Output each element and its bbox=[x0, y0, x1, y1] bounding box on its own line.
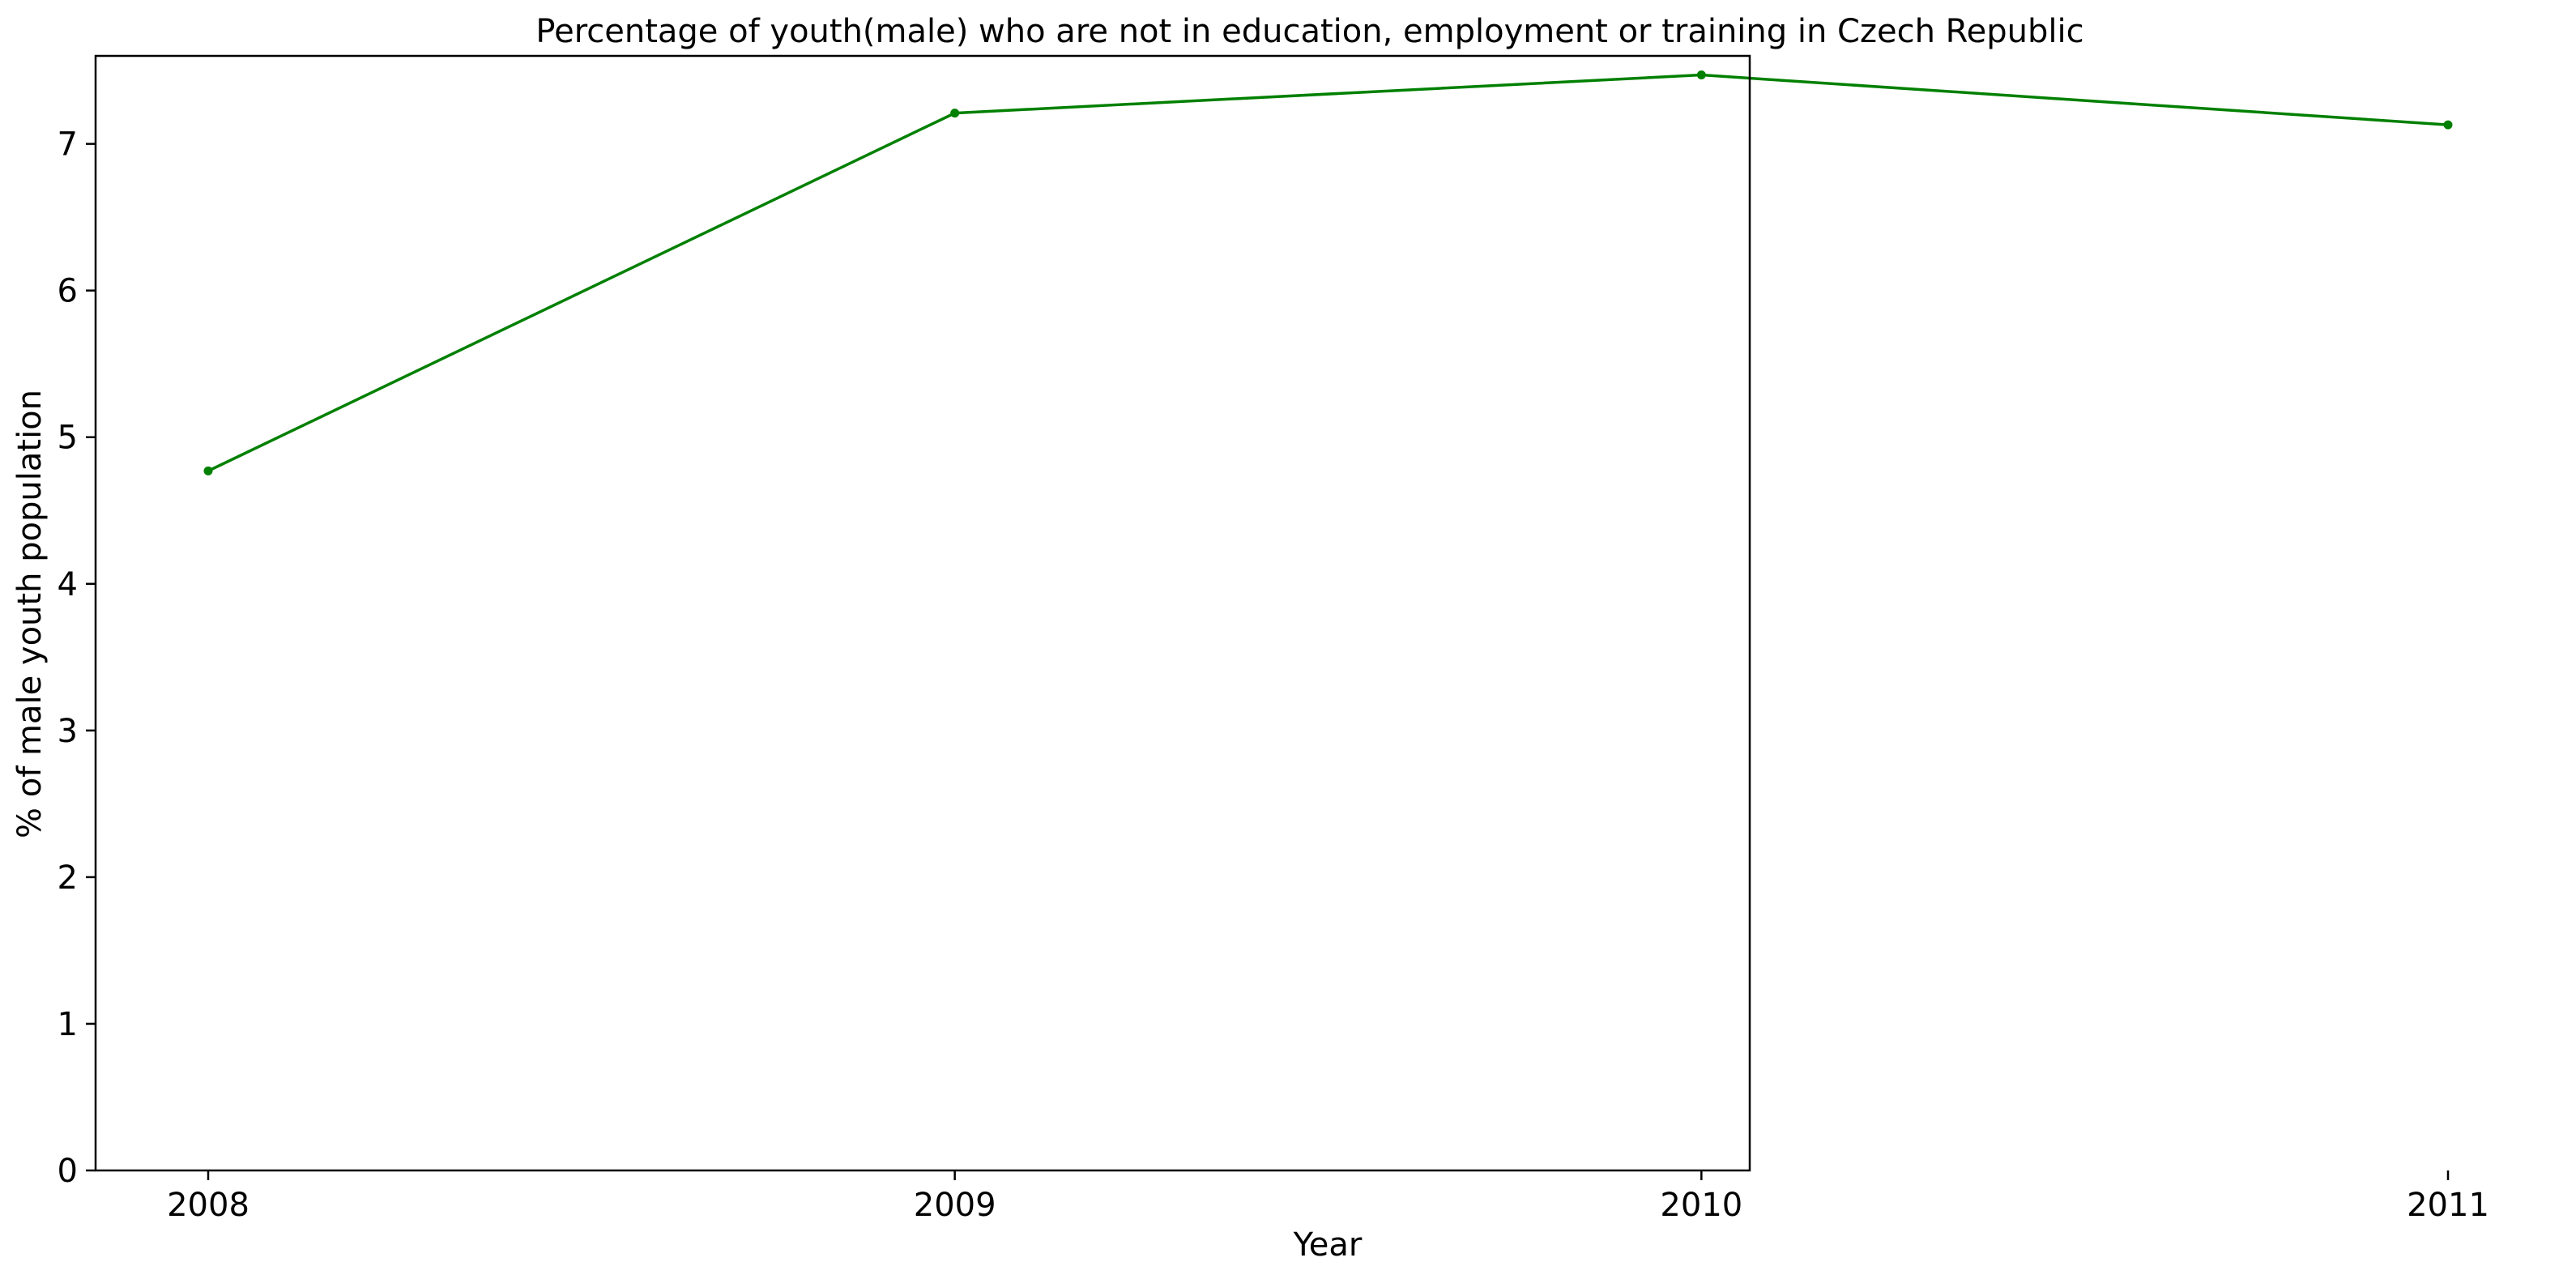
y-axis-label: % of male youth population bbox=[11, 390, 49, 838]
y-tick-label: 2 bbox=[58, 859, 78, 897]
y-tick-label: 7 bbox=[58, 126, 78, 164]
x-tick-label: 2009 bbox=[914, 1187, 996, 1224]
y-tick-label: 6 bbox=[58, 273, 78, 310]
data-point bbox=[203, 466, 213, 475]
y-tick-label: 4 bbox=[58, 566, 78, 603]
x-tick-label: 2011 bbox=[2407, 1187, 2489, 1224]
data-point bbox=[2443, 120, 2453, 130]
data-point bbox=[950, 109, 960, 118]
y-tick-label: 0 bbox=[58, 1153, 78, 1190]
series-line bbox=[207, 73, 2449, 472]
plot-frame bbox=[94, 54, 1751, 1172]
chart-title: Percentage of youth(male) who are not in… bbox=[535, 13, 2083, 50]
y-tick-label: 1 bbox=[58, 1006, 78, 1043]
x-axis: 2008 2009 2010 2011 bbox=[167, 1170, 2489, 1224]
y-tick-label: 3 bbox=[58, 713, 78, 750]
series-layer bbox=[203, 70, 2453, 475]
x-axis-label: Year bbox=[1293, 1226, 1363, 1264]
x-tick-label: 2010 bbox=[1660, 1187, 1742, 1224]
x-tick-label: 2008 bbox=[167, 1187, 249, 1224]
y-axis: 0 1 2 3 4 5 6 7 bbox=[58, 126, 96, 1190]
y-tick-label: 5 bbox=[58, 420, 78, 457]
data-point bbox=[1696, 70, 1706, 80]
